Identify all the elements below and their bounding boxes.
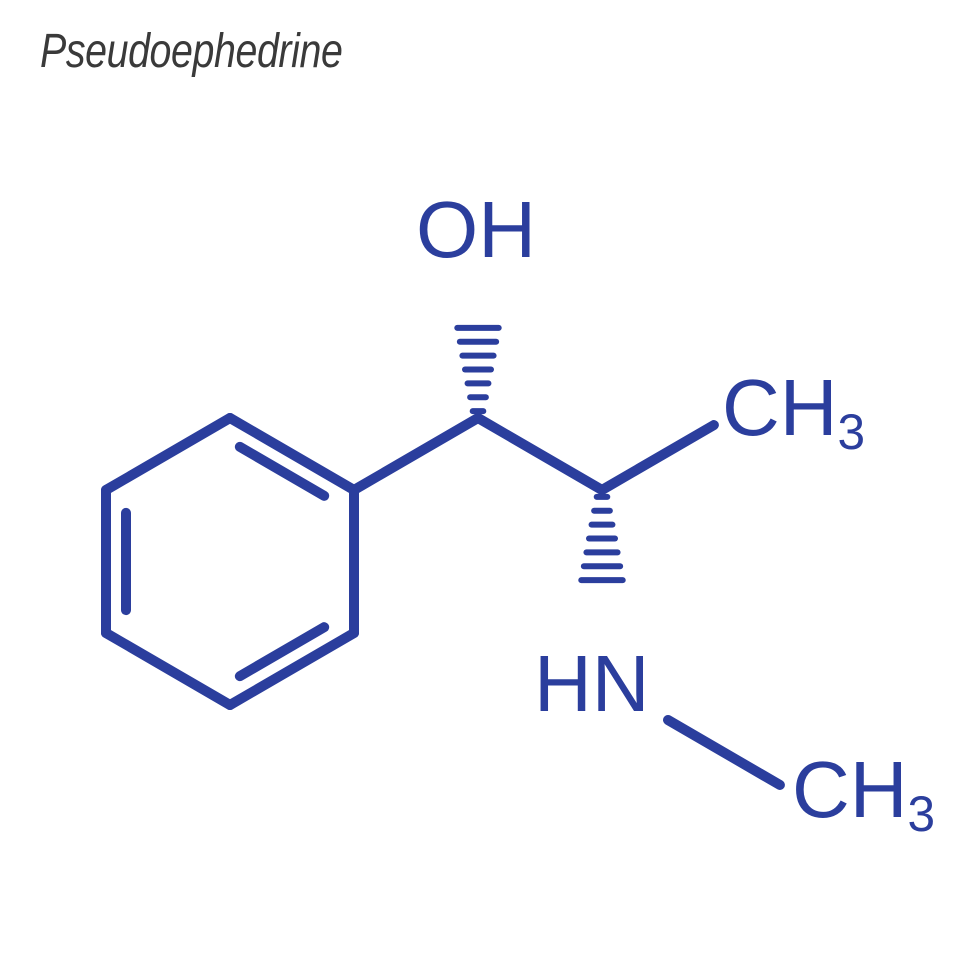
atom-label-ch3-top: CH3 [722,368,865,448]
atom-label-ch3-bot: CH3 [792,750,935,830]
atom-label-oh: OH [416,190,536,270]
diagram-canvas: Pseudoephedrine OH CH3 HN CH3 [0,0,980,980]
atom-label-hn: HN [534,644,650,724]
